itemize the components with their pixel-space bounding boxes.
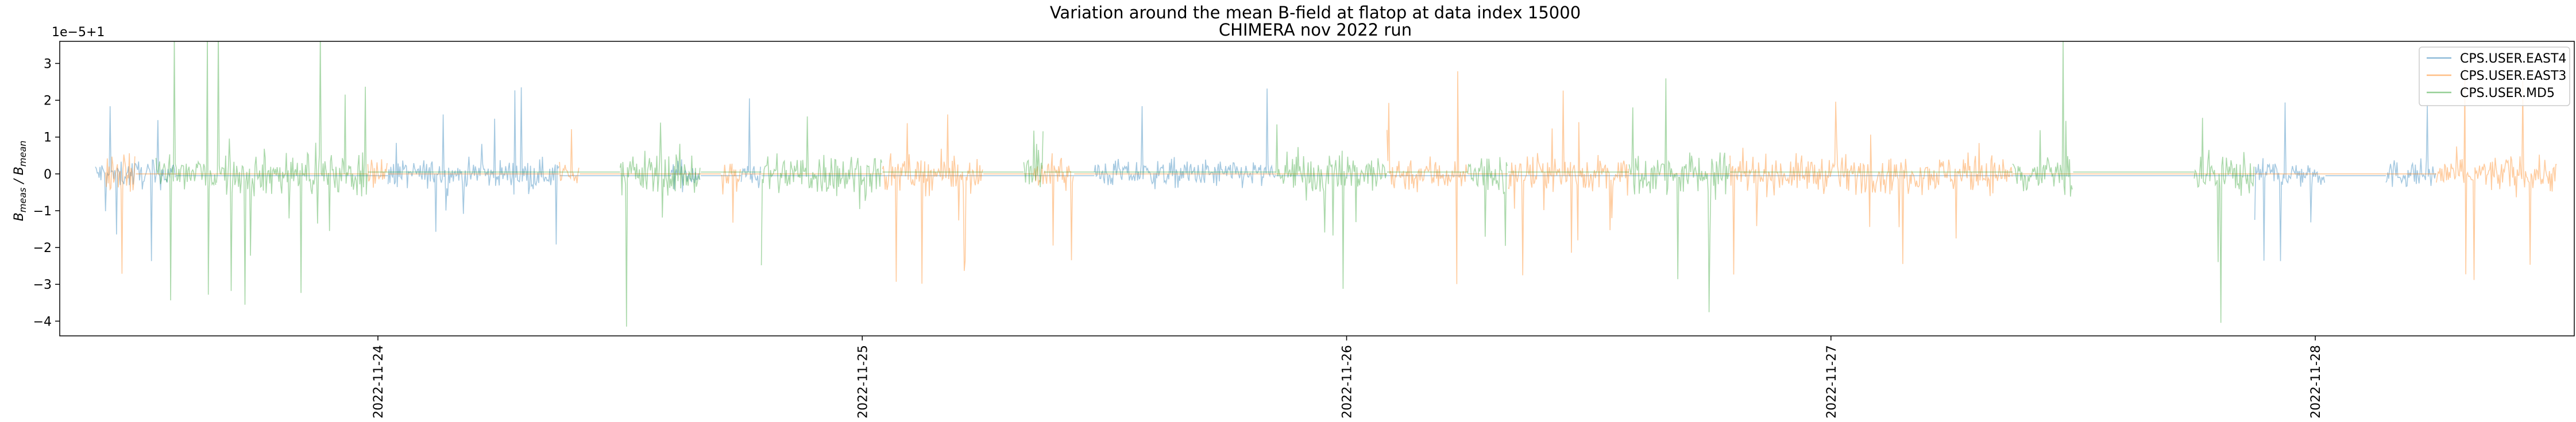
series-segment (1508, 90, 1629, 276)
y-axis-label: Bmeas / Bmean (12, 141, 28, 222)
legend-label-east4: CPS.USER.EAST4 (2460, 52, 2566, 66)
series-cps-user-east4 (95, 87, 2436, 261)
series-segment (670, 159, 701, 192)
series-segment (1033, 153, 1074, 261)
series-segment (721, 164, 741, 223)
legend-label-md5: CPS.USER.MD5 (2460, 86, 2555, 100)
y-axis: −4 −3 −2 −1 0 1 2 3 (33, 57, 60, 329)
x-tick-label: 2022-11-26 (1341, 345, 1355, 419)
y-tick-label: 3 (44, 57, 52, 71)
chart-subtitle: CHIMERA nov 2022 run (1219, 20, 1412, 40)
series-segment (1094, 88, 1276, 189)
series-cps-user-east3 (105, 67, 2557, 284)
x-tick-label: 2022-11-28 (2309, 345, 2323, 419)
series-segment (2436, 67, 2557, 280)
x-tick-label: 2022-11-25 (856, 345, 870, 419)
series-segment (2012, 41, 2073, 197)
series-segment (882, 114, 983, 284)
legend-box (2419, 47, 2570, 106)
series-segment (559, 129, 580, 184)
series-segment (1729, 102, 2013, 275)
x-tick-label: 2022-11-27 (1825, 345, 1839, 419)
y-tick-label: −4 (33, 315, 52, 329)
x-axis: 2022-11-24 2022-11-25 2022-11-26 2022-11-27… (372, 336, 2323, 419)
legend-label-east3: CPS.USER.EAST3 (2460, 69, 2566, 83)
legend: CPS.USER.EAST4 CPS.USER.EAST3 CPS.USER.M… (2419, 47, 2570, 106)
series-segment (740, 98, 761, 188)
series-segment (1628, 78, 1730, 312)
series-segment (2254, 102, 2326, 261)
y-tick-label: −1 (33, 204, 52, 219)
series-segment (216, 41, 368, 305)
series-segment (105, 153, 136, 274)
y-tick-label: 1 (44, 131, 52, 145)
series-segment (95, 106, 176, 261)
chart-title: Variation around the mean B-field at fla… (1050, 3, 1581, 22)
y-tick-label: 0 (44, 168, 52, 182)
plot-frame (59, 41, 2575, 336)
svg-text:Bmeas / Bmean: Bmeas / Bmean (12, 141, 28, 222)
series-cps-user-md5 (155, 41, 2255, 327)
series-segment (1387, 71, 1467, 284)
series-segment (2193, 118, 2255, 323)
plot-data (95, 41, 2557, 327)
series-segment (155, 41, 217, 301)
y-offset-label: 1e−5+1 (52, 25, 105, 40)
y-tick-label: 2 (44, 94, 52, 109)
y-tick-label: −3 (33, 278, 52, 292)
series-segment (619, 122, 701, 327)
series-segment (1023, 130, 1044, 188)
series-segment (760, 116, 882, 266)
series-segment (387, 87, 559, 245)
series-segment (1467, 157, 1508, 246)
x-tick-label: 2022-11-24 (372, 345, 386, 419)
y-tick-label: −2 (33, 241, 52, 255)
series-segment (367, 159, 388, 188)
series-segment (1275, 124, 1387, 289)
